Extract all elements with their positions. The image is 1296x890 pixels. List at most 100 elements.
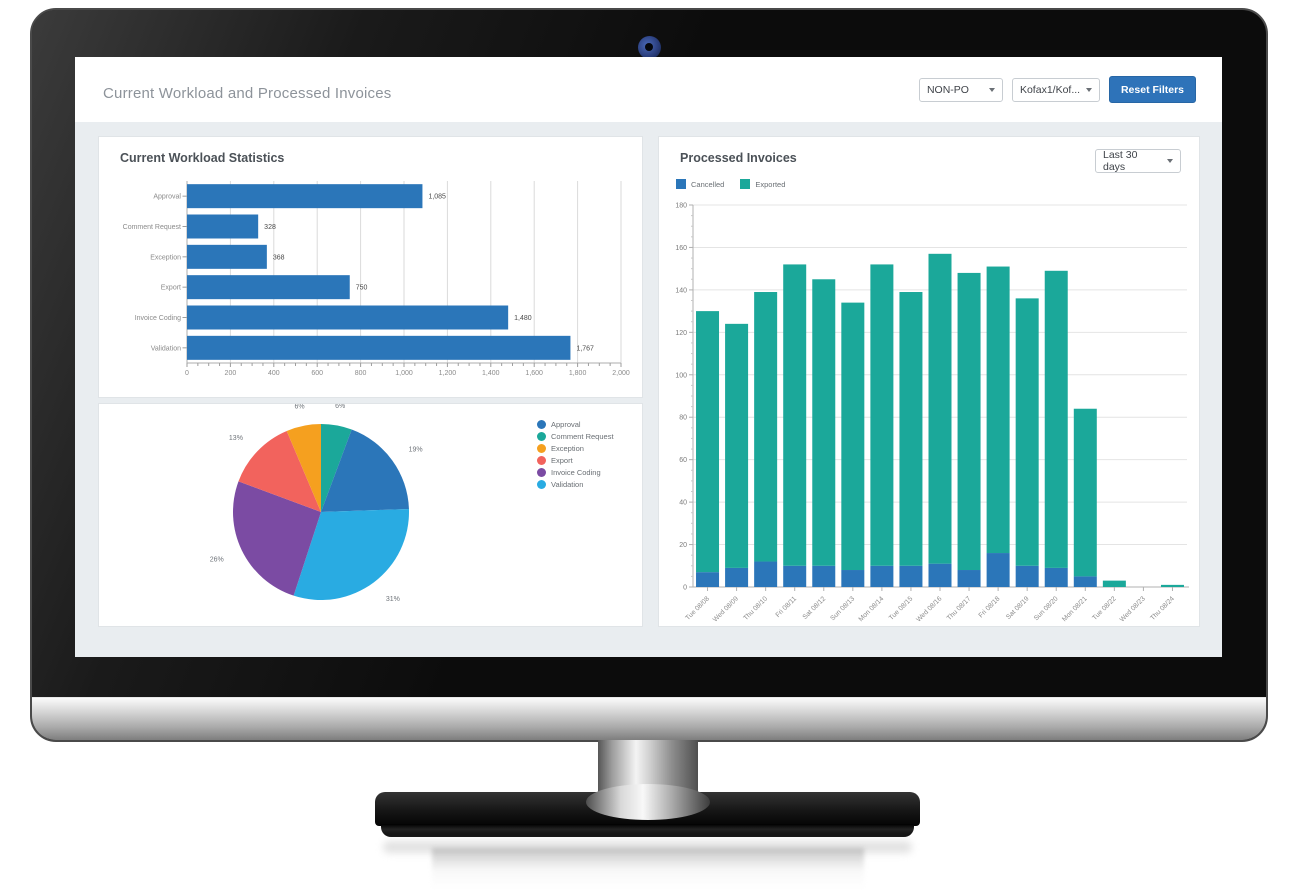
pie-slice-export[interactable] (238, 430, 321, 512)
date-label: Sat 08/12 (802, 595, 828, 621)
webcam (638, 36, 661, 59)
bar-mon-08-14-cancelled[interactable] (870, 565, 894, 587)
bar-wed-08-16-exported[interactable] (928, 253, 952, 564)
reset-filters-button[interactable]: Reset Filters (1108, 76, 1196, 103)
legend-label: Invoice Coding (551, 467, 601, 477)
chevron-down-icon (1086, 87, 1093, 92)
monitor-chin (32, 697, 1266, 740)
bar-fri-08-11-cancelled[interactable] (783, 565, 807, 587)
legend-item-cancelled[interactable]: Cancelled (676, 178, 724, 190)
bar-mon-08-21-exported[interactable] (1073, 408, 1097, 577)
svg-text:2,000: 2,000 (612, 370, 630, 377)
bar-fri-08-18-cancelled[interactable] (986, 553, 1010, 587)
bar-sun-08-20-cancelled[interactable] (1044, 567, 1068, 587)
pie-slice-validation[interactable] (293, 508, 410, 600)
svg-text:400: 400 (268, 370, 280, 377)
legend-item-exception[interactable]: Exception (537, 442, 614, 454)
value-label: 750 (356, 285, 368, 292)
svg-text:0: 0 (683, 585, 687, 592)
bar-sat-08-12-cancelled[interactable] (812, 565, 836, 587)
date-label: Fri 08/18 (978, 595, 1002, 619)
pie-labels: 6% 19% 31% 26% 13% 6% (210, 404, 423, 603)
legend-item-comment-request[interactable]: Comment Request (537, 430, 614, 442)
bar-wed-08-16-cancelled[interactable] (928, 563, 952, 587)
value-label: 1,767 (576, 345, 594, 352)
bar-sun-08-20-exported[interactable] (1044, 270, 1068, 568)
pie-pct-label: 19% (409, 446, 423, 453)
date-label: Sun 08/13 (829, 595, 856, 622)
legend-label: Exception (551, 443, 584, 453)
value-label: 368 (273, 254, 285, 261)
bar-tue-08-22-exported[interactable] (1102, 580, 1126, 587)
bar-sat-08-19-exported[interactable] (1015, 298, 1039, 566)
pie-pct-label: 26% (210, 556, 224, 563)
monitor-stand-foot (586, 784, 710, 820)
svg-text:180: 180 (675, 203, 687, 210)
date-label: Wed 08/23 (1119, 595, 1147, 623)
legend-item-invoice-coding[interactable]: Invoice Coding (537, 466, 614, 478)
bar-exception[interactable] (187, 244, 267, 269)
date-label: Tue 08/08 (685, 595, 712, 622)
legend-dot-icon (537, 431, 546, 441)
legend-item-export[interactable]: Export (537, 454, 614, 466)
bar-comment-request[interactable] (187, 214, 259, 239)
date-label: Mon 08/21 (1061, 595, 1089, 623)
bar-fri-08-18-exported[interactable] (986, 266, 1010, 554)
pie-slice-invoice-coding[interactable] (233, 481, 321, 596)
pie-slice-comment-request[interactable] (321, 424, 352, 512)
svg-text:800: 800 (355, 370, 367, 377)
bar-tue-08-15-cancelled[interactable] (899, 565, 923, 587)
bar-wed-08-09-exported[interactable] (725, 323, 749, 568)
bar-thu-08-24-exported[interactable] (1160, 584, 1184, 587)
bar-wed-08-09-cancelled[interactable] (725, 567, 749, 587)
bar-tue-08-15-exported[interactable] (899, 292, 923, 566)
value-label: 1,085 (428, 194, 446, 201)
legend-item-validation[interactable]: Validation (537, 478, 614, 490)
bar-sun-08-13-exported[interactable] (841, 302, 865, 571)
bar-approval[interactable] (187, 184, 423, 209)
workload-bar-chart: 0 200 400 600 800 1,000 1,200 1,400 1,600 1,800 2,… (123, 181, 630, 377)
bar-sat-08-19-cancelled[interactable] (1015, 565, 1039, 587)
bar-validation[interactable] (187, 335, 571, 360)
date-label: Tue 08/22 (1091, 595, 1118, 622)
bar-sun-08-13-cancelled[interactable] (841, 570, 865, 587)
filter-controls: NON-PO Kofax1/Kof... Reset Filters (918, 76, 1196, 103)
bar-thu-08-17-cancelled[interactable] (957, 570, 981, 587)
bar-export[interactable] (187, 275, 350, 300)
legend-dot-icon (537, 443, 546, 453)
legend-item-exported[interactable]: Exported (740, 178, 785, 190)
bar-thu-08-17-exported[interactable] (957, 272, 981, 571)
bar-fri-08-11-exported[interactable] (783, 264, 807, 566)
legend-item-approval[interactable]: Approval (537, 418, 614, 430)
processed-legend: Cancelled Exported (676, 178, 785, 190)
screen: Current Workload and Processed Invoices … (75, 57, 1222, 657)
bar-invoice-coding[interactable] (187, 305, 509, 330)
batch-class-dropdown[interactable]: Kofax1/Kof... (1011, 77, 1100, 102)
bar-sat-08-12-exported[interactable] (812, 279, 836, 566)
period-dropdown[interactable]: Last 30 days (1095, 149, 1181, 173)
svg-text:1,400: 1,400 (482, 370, 500, 377)
bar-tue-08-08-exported[interactable] (696, 311, 720, 573)
date-label: Sun 08/20 (1033, 595, 1060, 622)
dashboard-body: Current Workload Statistics 0 200 400 600 80… (75, 122, 1222, 657)
x-grid (186, 181, 622, 367)
date-label: Sat 08/19 (1005, 595, 1031, 621)
dashboard-header: Current Workload and Processed Invoices … (75, 57, 1222, 122)
pie-legend: Approval Comment Request Exception Export In… (537, 418, 614, 490)
pie-slice-exception[interactable] (286, 424, 321, 512)
category-label: Approval (153, 194, 181, 201)
bar-thu-08-10-cancelled[interactable] (754, 561, 778, 587)
pie-slice-approval[interactable] (321, 429, 409, 512)
workload-bars: Approval 1,085 Comment Request 328 Exception… (123, 184, 594, 360)
category-label: Comment Request (123, 224, 181, 231)
svg-text:1,800: 1,800 (569, 370, 587, 377)
po-type-dropdown[interactable]: NON-PO (918, 77, 1003, 102)
svg-text:140: 140 (675, 287, 687, 294)
bar-tue-08-08-cancelled[interactable] (696, 572, 720, 587)
date-label: Wed 08/09 (712, 595, 740, 623)
bar-thu-08-10-exported[interactable] (754, 292, 778, 562)
svg-text:40: 40 (679, 500, 687, 507)
bar-mon-08-21-cancelled[interactable] (1073, 576, 1097, 587)
bar-mon-08-14-exported[interactable] (870, 264, 894, 566)
legend-dot-icon (537, 455, 546, 465)
